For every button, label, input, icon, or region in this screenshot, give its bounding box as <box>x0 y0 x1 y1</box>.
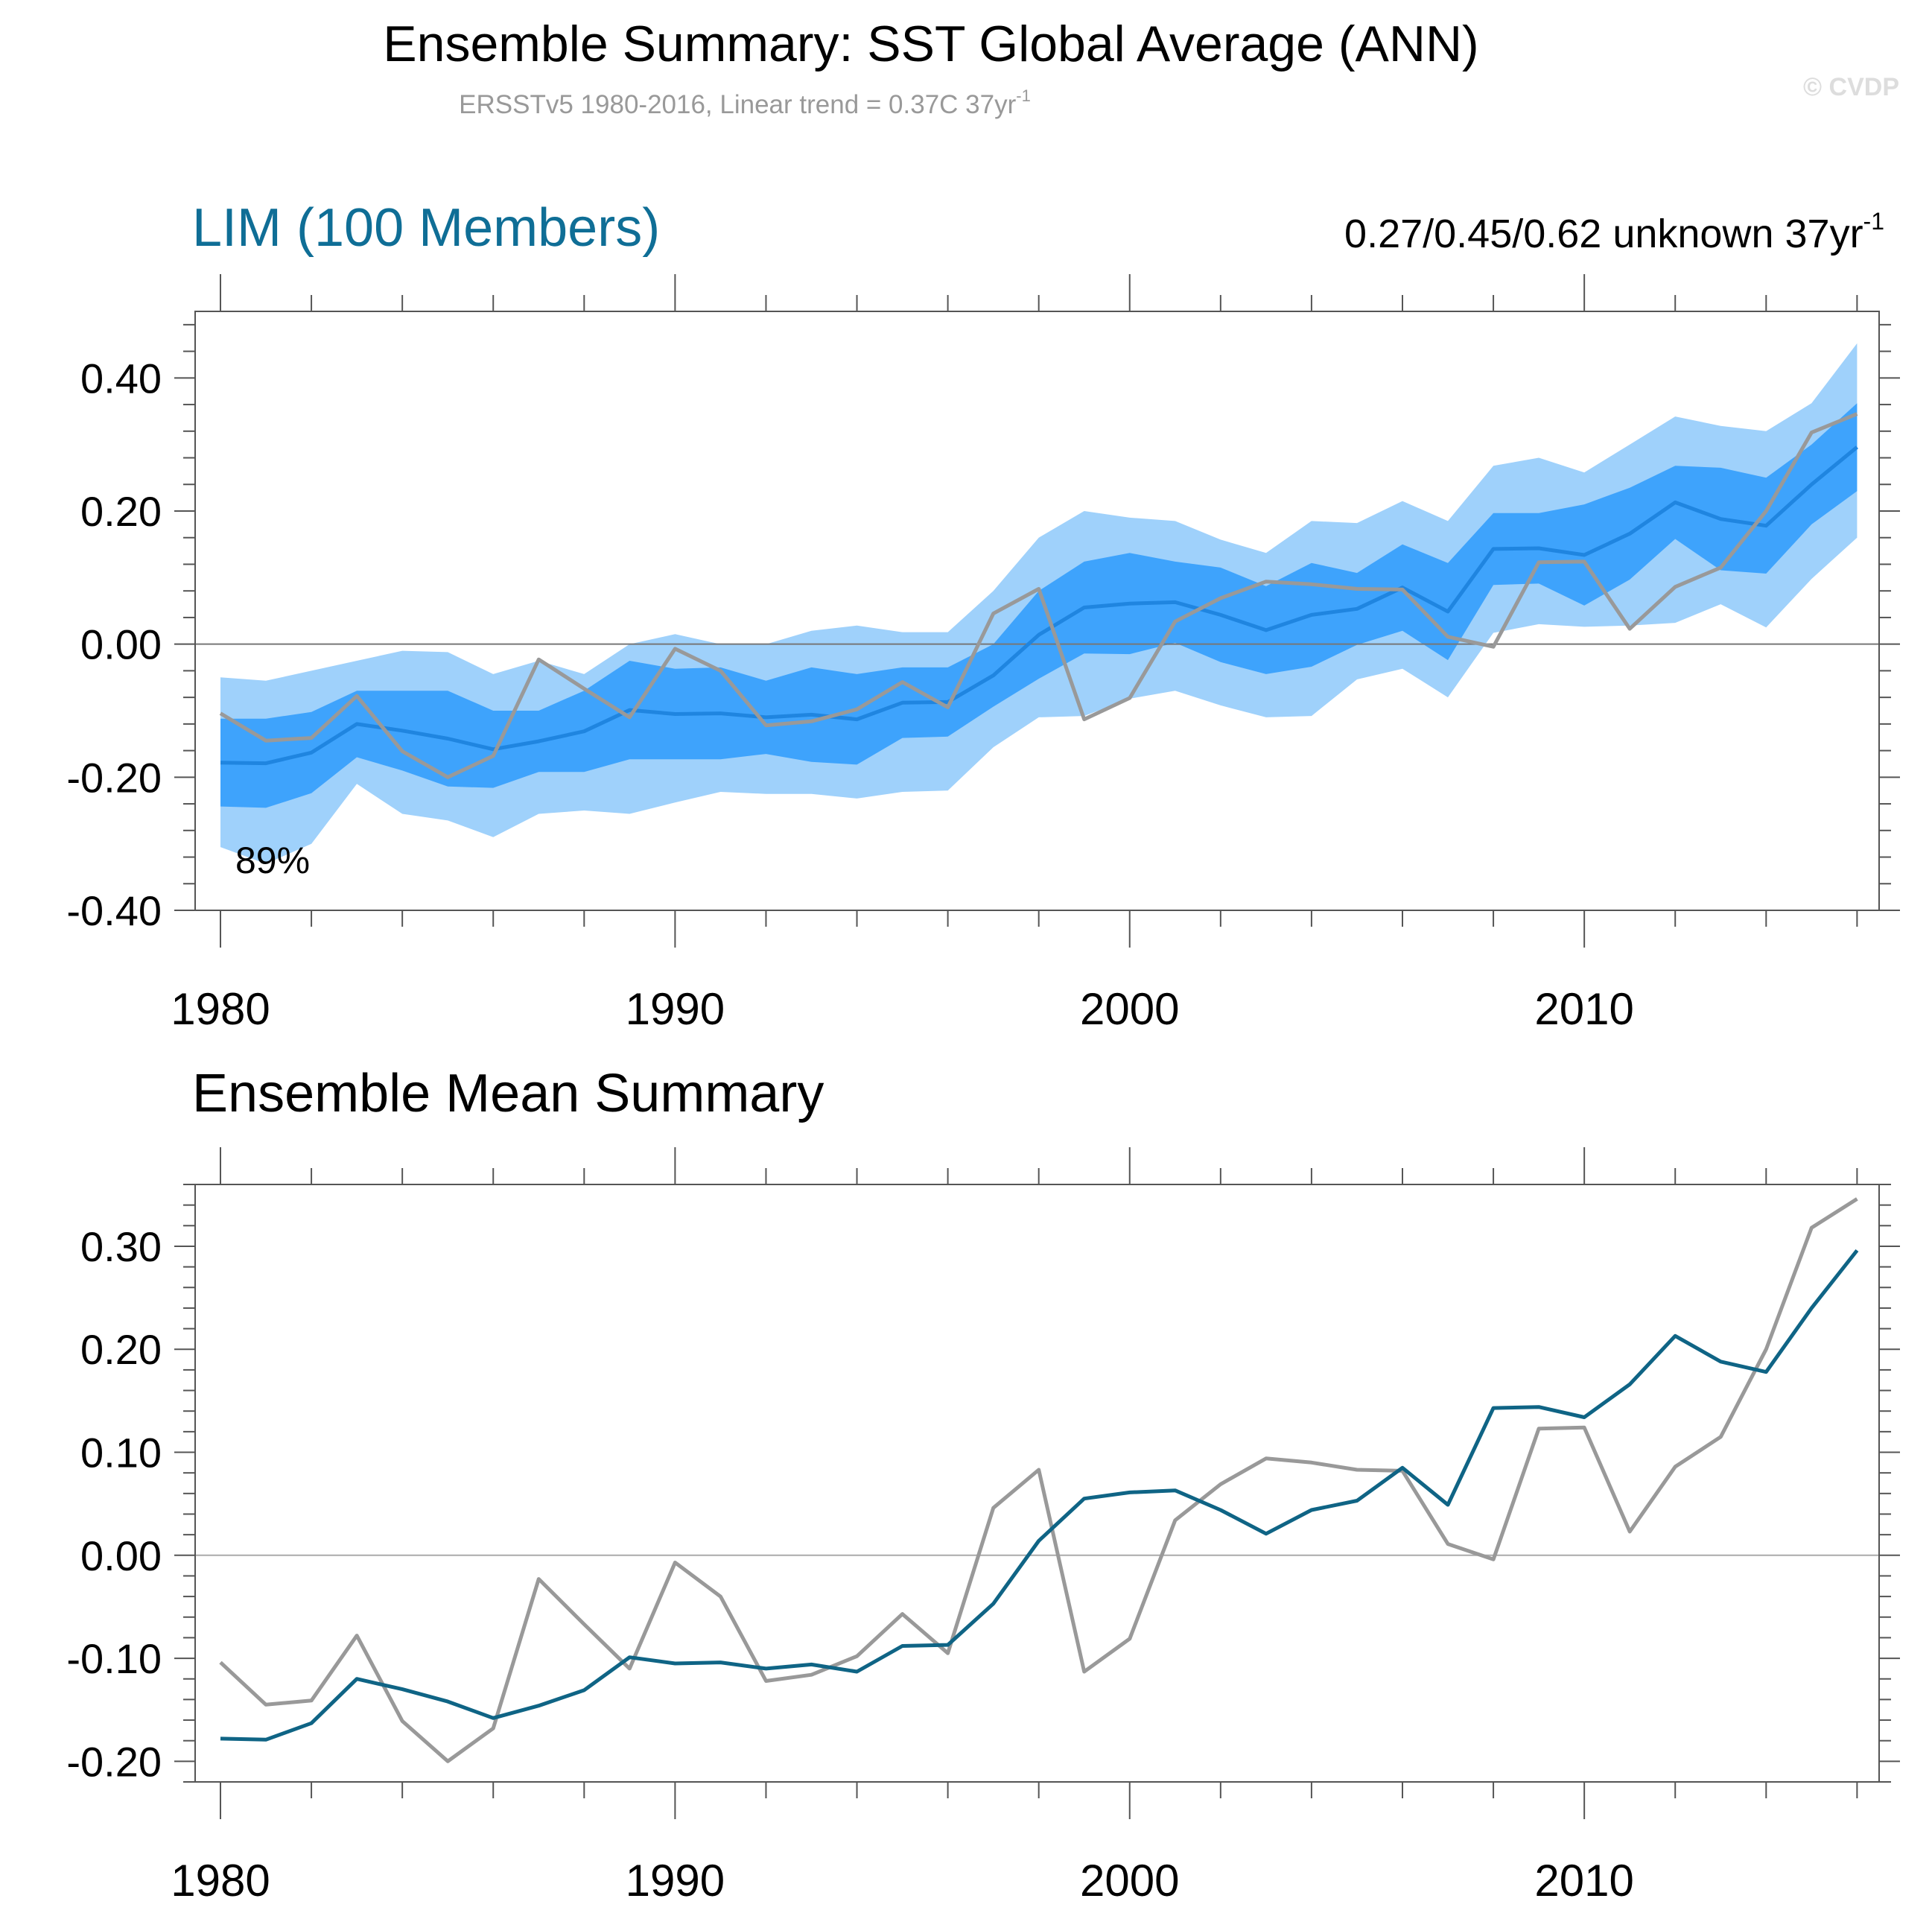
x-tick-label: 2000 <box>1080 984 1179 1034</box>
y-tick-label: -0.20 <box>66 754 162 801</box>
ensemble-mean-line <box>220 445 1858 766</box>
panel1-plot-area: -0.40 -0.20 0.00 0.20 0.40 1980 1990 2000 2010 <box>66 274 1900 1034</box>
y-tick-label: -0.10 <box>66 1635 162 1682</box>
watermark: © CVDP <box>1803 73 1899 101</box>
observation-line <box>219 412 1858 779</box>
y-tick-label: -0.40 <box>66 887 162 934</box>
x-tick-label: 1980 <box>171 984 270 1034</box>
ensemble-mean-line <box>220 1249 1859 1742</box>
x-tick-label: 1980 <box>171 1856 270 1906</box>
x-tick-label: 2010 <box>1534 984 1633 1034</box>
inner-range-band <box>220 403 1858 808</box>
plot-frame <box>194 311 1880 911</box>
y-tick-label: 0.40 <box>80 355 162 402</box>
x-tick-label: 1990 <box>626 1856 725 1906</box>
x-tick-label: 2010 <box>1534 1856 1633 1906</box>
panel1-trend-main: 0.27/0.45/0.62 unknown 37yr <box>1344 212 1863 256</box>
ensemble-range-panel: LIM (100 Members) 0.27/0.45/0.62 unknown… <box>66 198 1900 1034</box>
y-tick-label: 0.10 <box>80 1430 162 1476</box>
y-tick-label: -0.20 <box>66 1738 162 1785</box>
panel1-title: LIM (100 Members) <box>192 198 660 258</box>
y-tick-label: 0.00 <box>80 621 162 668</box>
x-tick-label: 1990 <box>626 984 725 1034</box>
plot-frame <box>194 1184 1880 1783</box>
figure-subtitle: ERSSTv5 1980-2016, Linear trend = 0.37C … <box>459 86 1031 119</box>
y-tick-label: 0.20 <box>80 1326 162 1373</box>
panel2-title: Ensemble Mean Summary <box>192 1064 824 1123</box>
panel1-trend-sup: -1 <box>1863 208 1884 235</box>
figure-subtitle-main: ERSSTv5 1980-2016, Linear trend = 0.37C … <box>459 90 1016 119</box>
figure-subtitle-sup: -1 <box>1016 86 1031 105</box>
x-tick-label: 2000 <box>1080 1856 1179 1906</box>
y-tick-label: 0.30 <box>80 1223 162 1270</box>
panel2-plot-area: -0.20 -0.10 0.00 0.10 0.20 0.30 1980 1990 2000 20… <box>66 1147 1900 1906</box>
panel1-annotation: 89% <box>235 840 310 881</box>
panel1-trend-label: 0.27/0.45/0.62 unknown 37yr-1 <box>1344 208 1884 256</box>
y-tick-label: 0.00 <box>80 1532 162 1579</box>
y-tick-label: 0.20 <box>80 488 162 535</box>
figure-title: Ensemble Summary: SST Global Average (AN… <box>383 16 1478 72</box>
observation-line <box>219 1197 1858 1763</box>
ensemble-mean-panel: Ensemble Mean Summary -0.20 -0.10 0.00 0.10… <box>66 1064 1900 1906</box>
